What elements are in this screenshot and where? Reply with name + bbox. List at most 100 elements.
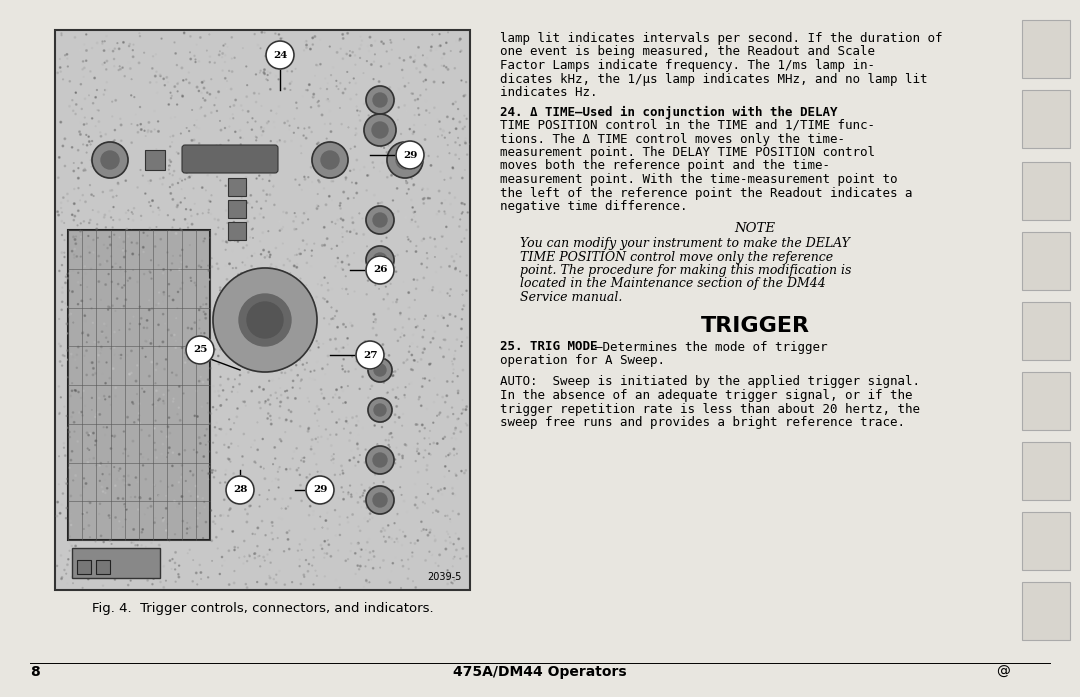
Point — [150, 209, 167, 220]
Point — [150, 298, 167, 309]
Point — [422, 45, 440, 56]
Point — [310, 201, 327, 212]
Point — [133, 123, 150, 135]
Point — [352, 164, 369, 176]
Point — [429, 114, 446, 125]
Point — [122, 63, 139, 74]
Point — [91, 356, 108, 367]
Point — [210, 263, 227, 275]
Point — [447, 262, 464, 273]
Point — [58, 411, 76, 422]
Point — [348, 178, 365, 189]
Point — [229, 236, 246, 247]
Point — [173, 183, 190, 194]
Circle shape — [356, 341, 384, 369]
Point — [68, 251, 85, 262]
Point — [334, 236, 351, 247]
Point — [258, 118, 275, 129]
Point — [424, 64, 442, 75]
Point — [129, 238, 146, 249]
Point — [457, 465, 474, 476]
Point — [145, 51, 162, 62]
Point — [173, 472, 190, 483]
Point — [275, 259, 293, 270]
Point — [440, 450, 457, 461]
Text: lamp lit indicates intervals per second. If the duration of: lamp lit indicates intervals per second.… — [500, 32, 943, 45]
Point — [424, 417, 442, 428]
Point — [266, 116, 283, 128]
Point — [81, 453, 98, 464]
Point — [401, 378, 418, 390]
Point — [171, 572, 188, 583]
Point — [393, 489, 410, 500]
Point — [348, 128, 365, 139]
FancyBboxPatch shape — [1022, 302, 1070, 360]
Point — [161, 226, 178, 237]
Point — [80, 329, 97, 340]
Point — [369, 364, 387, 375]
Point — [193, 255, 211, 266]
Point — [448, 249, 465, 260]
Point — [363, 381, 380, 392]
Point — [58, 188, 76, 199]
Point — [256, 68, 273, 79]
Point — [459, 149, 476, 160]
Point — [266, 199, 283, 210]
Point — [287, 63, 305, 75]
Point — [337, 556, 354, 567]
Point — [414, 420, 431, 431]
Point — [409, 535, 427, 546]
Point — [389, 382, 406, 393]
Point — [143, 537, 160, 549]
Point — [67, 87, 84, 98]
Point — [310, 479, 327, 490]
Point — [379, 117, 396, 128]
Point — [436, 194, 454, 206]
Point — [366, 420, 383, 431]
Point — [282, 268, 299, 279]
Point — [361, 482, 378, 493]
Point — [456, 121, 473, 132]
Point — [144, 63, 161, 74]
Point — [63, 491, 80, 502]
Point — [345, 47, 362, 58]
Point — [251, 88, 268, 99]
Point — [52, 116, 69, 128]
Point — [191, 507, 208, 519]
Point — [58, 559, 76, 570]
Point — [232, 490, 249, 501]
Point — [413, 354, 430, 365]
Point — [253, 159, 270, 170]
Point — [347, 77, 364, 89]
Point — [401, 64, 418, 75]
Point — [399, 177, 416, 188]
Point — [447, 468, 464, 480]
Point — [313, 279, 330, 291]
Point — [86, 368, 104, 379]
Point — [321, 319, 338, 330]
Point — [409, 321, 427, 332]
Point — [201, 274, 218, 285]
Point — [409, 419, 427, 430]
Point — [432, 123, 449, 135]
Point — [370, 347, 388, 358]
Point — [444, 358, 461, 369]
Point — [53, 28, 70, 39]
Point — [367, 362, 384, 374]
Point — [234, 105, 252, 116]
Point — [258, 74, 275, 85]
Point — [89, 105, 106, 116]
Point — [111, 214, 129, 225]
Point — [104, 96, 121, 107]
Point — [239, 582, 256, 593]
Point — [162, 93, 179, 104]
Point — [257, 396, 274, 407]
Point — [244, 439, 261, 450]
Point — [193, 401, 211, 412]
Point — [306, 63, 323, 74]
Point — [459, 207, 476, 218]
Point — [118, 224, 135, 235]
Point — [100, 206, 118, 217]
Point — [143, 273, 160, 284]
Point — [274, 493, 292, 505]
